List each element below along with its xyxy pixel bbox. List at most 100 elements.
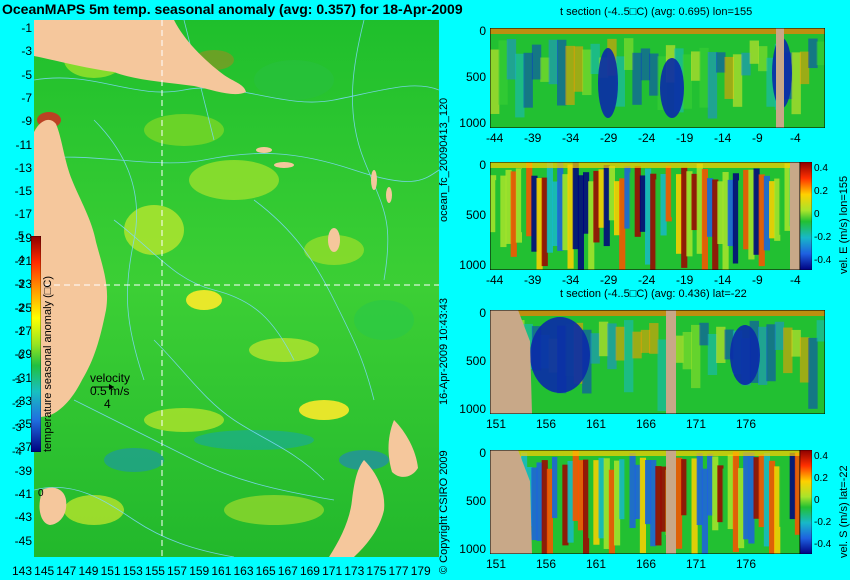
velocity-colorbar-tick: -0.4 [814,539,832,550]
section-x-tick: -9 [752,131,763,145]
section-x-tick: -39 [524,131,542,145]
lat-tick-label: -9 [21,114,32,129]
lat-tick-label: -19 [14,230,32,245]
section-x-tick: -14 [714,131,732,145]
section-x-tick: 166 [636,557,657,571]
section-x-tick: -9 [752,273,763,287]
lat-tick-label: -43 [14,510,32,525]
section-x-tick: 151 [486,557,507,571]
lat-tick-label: -5 [21,67,32,82]
section-y-tick: 0 [479,158,486,172]
velocity-colorbar-tick: 0.2 [814,186,828,197]
section-x-tick: -29 [600,131,618,145]
map-colorbar-tick: -1 [12,374,22,386]
velocity-colorbar-tick: -0.2 [814,232,832,243]
section-x-tick: 161 [586,417,607,431]
map-colorbar-tick: 0 [18,350,25,362]
lon-tick-label: 145 [34,564,55,578]
velocity-legend: velocity 0.5 m/s 4 [90,372,130,411]
velocity-colorbar-label: vel. S (m/s) lat=-22 [838,465,850,558]
lon-tick-label: 163 [233,564,254,578]
lat-tick-label: -35 [14,417,32,432]
section-x-tick: -44 [486,273,504,287]
lat-tick-label: -41 [14,487,32,501]
lat-tick-label: -45 [14,533,32,548]
lon-tick-label: 171 [322,564,343,578]
tasmania-landmass [39,487,67,525]
anomaly-map[interactable] [34,20,439,557]
pacific-islands [256,147,392,252]
map-colorbar-tick: 4 [18,254,25,266]
section-x-tick: -24 [638,273,656,287]
section-x-tick: 151 [486,417,507,431]
section-y-tick: 500 [465,494,486,508]
velocity-colorbar-label: vel. E (m/s) lon=155 [838,175,850,274]
run-date-label: 16-Apr-2009 10:43:43 [438,297,450,405]
section-panel-title: t section (-4..5□C) (avg: 0.695) lon=155 [560,6,753,18]
section-x-tick: -34 [562,273,580,287]
lat-tick-label: -21 [14,254,32,268]
velocity-colorbar [800,450,812,554]
velocity-colorbar [800,162,812,270]
velocity-colorbar-tick: 0.4 [814,163,828,174]
map-colorbar-label: temperature seasonal anomaly (□C) [42,276,54,452]
lon-tick-label: 151 [100,564,121,578]
section-x-tick: -24 [638,131,656,145]
anomaly-patches [37,42,414,525]
lat-tick-label: -37 [14,440,32,455]
lon-tick-label: 147 [56,564,77,578]
velocity-colorbar-tick: -0.2 [814,517,832,528]
lon-tick-label: 177 [388,564,409,578]
section-x-tick: -44 [486,131,504,145]
map-colorbar-tick: 5 [18,230,25,242]
section-x-tick: 166 [636,417,657,431]
map-colorbar-tick: 2 [18,302,25,314]
map-colorbar-tick: -2 [12,398,22,410]
section-y-tick: 1000 [459,258,486,272]
lat-tick-label: -25 [14,300,32,315]
map-colorbar [31,236,41,452]
lat-tick-label: -31 [14,370,32,385]
lon-tick-label: 149 [78,564,99,578]
section-y-tick: 1000 [459,116,486,130]
section-x-tick: -39 [524,273,542,287]
velocity-legend-title: velocity [90,371,131,385]
section-y-tick: 0 [479,446,486,460]
model-run-label: ocean_fc_20090413_120 [438,97,450,222]
australia-landmass [34,119,108,419]
lon-tick-label: 175 [366,564,387,578]
lat-tick-label: -29 [14,347,32,362]
map-colorbar-tick: -4 [12,446,22,458]
new-zealand-north-island [388,420,418,477]
section-x-tick: -4 [790,131,801,145]
lon-tick-label: 159 [189,564,210,578]
lat-tick-label: -27 [14,323,32,338]
section-plot[interactable] [490,310,825,414]
section-plot[interactable] [490,162,800,270]
section-plot[interactable] [490,28,825,128]
velocity-colorbar-tick: 0 [814,495,820,506]
section-plot[interactable] [490,450,800,554]
lon-tick-label: 153 [122,564,143,578]
lon-tick-label: 155 [144,564,165,578]
lon-tick-label: 179 [410,564,431,578]
section-y-tick: 500 [465,208,486,222]
section-x-tick: -19 [676,273,694,287]
lat-tick-label: -17 [14,207,32,222]
section-y-tick: 500 [465,354,486,368]
velocity-colorbar-tick: 0.2 [814,473,828,484]
velocity-arrow-icon [92,384,114,390]
lon-tick-label: 165 [255,564,276,578]
lon-tick-label: 167 [277,564,298,578]
section-x-tick: 171 [686,417,707,431]
map-colorbar-tick: 1 [18,326,25,338]
section-y-tick: 0 [479,24,486,38]
section-x-tick: -14 [714,273,732,287]
section-x-tick: 171 [686,557,707,571]
lat-tick-label: -39 [14,463,32,478]
new-zealand-south-island [329,460,385,557]
bathymetry-contours [34,20,439,557]
section-y-tick: 0 [479,306,486,320]
section-y-tick: 1000 [459,402,486,416]
lon-tick-label: 161 [211,564,232,578]
